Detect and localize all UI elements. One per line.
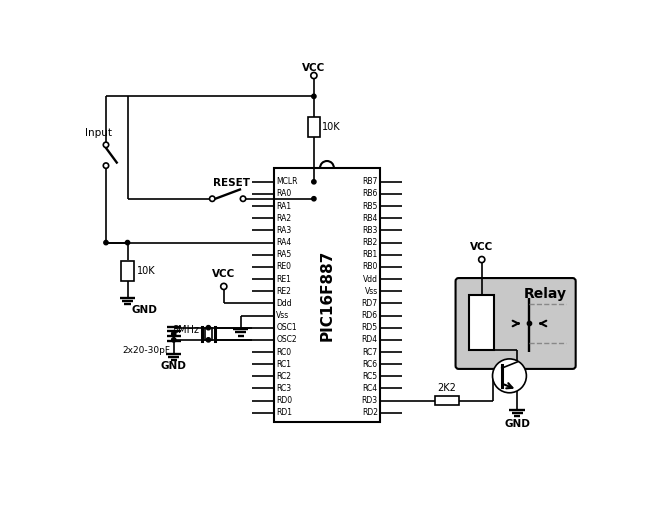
Circle shape bbox=[312, 180, 316, 184]
Circle shape bbox=[311, 72, 317, 79]
Text: RD6: RD6 bbox=[361, 311, 378, 320]
Bar bbox=[435, 396, 460, 405]
Text: RB7: RB7 bbox=[363, 177, 378, 186]
Text: OSC1: OSC1 bbox=[276, 323, 297, 332]
Text: MCLR: MCLR bbox=[276, 177, 298, 186]
Text: RD4: RD4 bbox=[361, 335, 378, 344]
Circle shape bbox=[103, 142, 109, 148]
Text: RB0: RB0 bbox=[363, 263, 378, 271]
Circle shape bbox=[527, 321, 532, 326]
Text: PIC16F887: PIC16F887 bbox=[319, 249, 335, 341]
Text: Input: Input bbox=[85, 128, 112, 138]
Text: RB6: RB6 bbox=[363, 190, 378, 198]
Circle shape bbox=[312, 196, 316, 201]
Circle shape bbox=[172, 332, 176, 336]
Text: RA1: RA1 bbox=[276, 201, 291, 211]
Text: RC3: RC3 bbox=[276, 384, 291, 393]
Text: RB5: RB5 bbox=[363, 201, 378, 211]
Text: Ddd: Ddd bbox=[276, 299, 292, 308]
Text: RD5: RD5 bbox=[361, 323, 378, 332]
Circle shape bbox=[206, 325, 211, 330]
Text: RD2: RD2 bbox=[362, 408, 378, 417]
Text: RA5: RA5 bbox=[276, 250, 291, 259]
Text: VCC: VCC bbox=[302, 63, 326, 73]
Circle shape bbox=[312, 94, 316, 99]
Circle shape bbox=[172, 338, 176, 342]
Text: RD3: RD3 bbox=[361, 396, 378, 405]
Text: RE1: RE1 bbox=[276, 274, 291, 284]
Text: 2K2: 2K2 bbox=[437, 383, 456, 393]
Circle shape bbox=[221, 283, 227, 289]
Text: RA3: RA3 bbox=[276, 226, 291, 235]
Bar bbox=[274, 168, 380, 422]
Text: Relay: Relay bbox=[523, 287, 566, 301]
Circle shape bbox=[104, 241, 108, 245]
Text: RD7: RD7 bbox=[361, 299, 378, 308]
Text: 10K: 10K bbox=[136, 266, 155, 276]
Bar bbox=[469, 295, 494, 351]
Text: RC6: RC6 bbox=[363, 360, 378, 369]
Text: RB2: RB2 bbox=[363, 238, 378, 247]
Text: RB3: RB3 bbox=[363, 226, 378, 235]
FancyBboxPatch shape bbox=[456, 278, 576, 369]
Text: Vdd: Vdd bbox=[363, 274, 378, 284]
Text: RC4: RC4 bbox=[363, 384, 378, 393]
Circle shape bbox=[478, 256, 485, 263]
Text: RE0: RE0 bbox=[276, 263, 291, 271]
Text: GND: GND bbox=[131, 305, 157, 316]
Bar bbox=[205, 328, 213, 340]
Text: RC7: RC7 bbox=[363, 347, 378, 357]
Text: RD0: RD0 bbox=[276, 396, 292, 405]
Text: RC0: RC0 bbox=[276, 347, 291, 357]
Text: GND: GND bbox=[504, 418, 530, 429]
Text: 8MHz: 8MHz bbox=[172, 325, 199, 335]
Text: RC5: RC5 bbox=[363, 372, 378, 381]
Circle shape bbox=[206, 338, 211, 342]
Circle shape bbox=[103, 163, 109, 168]
Text: RE2: RE2 bbox=[276, 287, 291, 296]
Text: RC2: RC2 bbox=[276, 372, 291, 381]
Text: RESET: RESET bbox=[213, 178, 250, 188]
Text: RC1: RC1 bbox=[276, 360, 291, 369]
Text: RA2: RA2 bbox=[276, 214, 291, 223]
Text: VCC: VCC bbox=[470, 242, 493, 252]
Text: RA4: RA4 bbox=[276, 238, 291, 247]
Circle shape bbox=[209, 196, 215, 201]
Text: Vss: Vss bbox=[365, 287, 378, 296]
Text: Vss: Vss bbox=[276, 311, 289, 320]
Text: VCC: VCC bbox=[212, 269, 235, 279]
Bar bbox=[307, 117, 320, 137]
Text: OSC2: OSC2 bbox=[276, 335, 297, 344]
Text: RB1: RB1 bbox=[363, 250, 378, 259]
Text: GND: GND bbox=[161, 361, 187, 371]
Text: RA0: RA0 bbox=[276, 190, 291, 198]
Text: 2x20-30pF: 2x20-30pF bbox=[122, 346, 170, 355]
Text: RD1: RD1 bbox=[276, 408, 292, 417]
Bar bbox=[122, 261, 134, 281]
Circle shape bbox=[240, 196, 246, 201]
Text: RB4: RB4 bbox=[363, 214, 378, 223]
Circle shape bbox=[493, 359, 526, 393]
Text: 10K: 10K bbox=[322, 122, 341, 132]
Circle shape bbox=[125, 241, 130, 245]
